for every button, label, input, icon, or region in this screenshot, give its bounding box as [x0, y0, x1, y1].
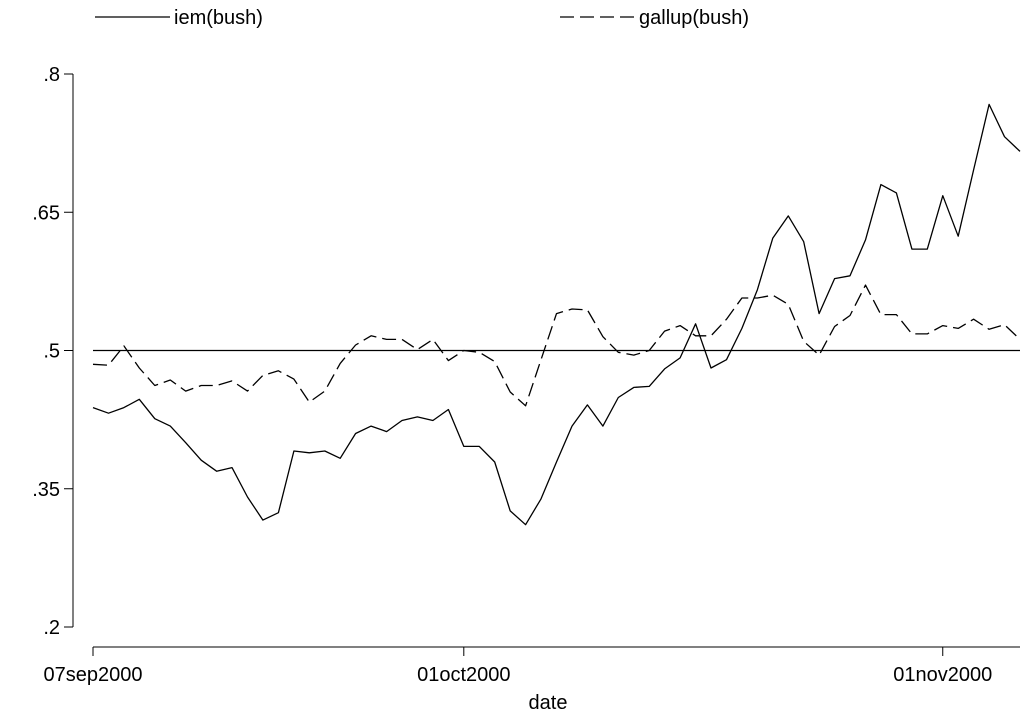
legend: iem(bush) gallup(bush): [95, 7, 749, 29]
y-tick-label: .35: [32, 479, 60, 501]
legend-label: gallup(bush): [639, 7, 749, 29]
series-layer: [92, 103, 1021, 526]
y-tick-label: .2: [43, 617, 60, 639]
x-axis: 07sep2000 01oct2000 01nov2000: [44, 646, 1020, 686]
series-line-iem: [92, 103, 1021, 526]
legend-label: iem(bush): [174, 7, 263, 29]
series-line-gallup: [92, 284, 1021, 407]
y-tick-label: .65: [32, 202, 60, 224]
x-axis-title: date: [529, 692, 568, 714]
x-tick-label: 07sep2000: [44, 664, 143, 686]
x-tick-label: 01oct2000: [417, 664, 510, 686]
y-axis: .2 .35 .5 .65 .8: [32, 64, 74, 639]
x-tick-label: 01nov2000: [893, 664, 992, 686]
y-tick-label: .5: [43, 341, 60, 363]
y-tick-label: .8: [43, 64, 60, 86]
